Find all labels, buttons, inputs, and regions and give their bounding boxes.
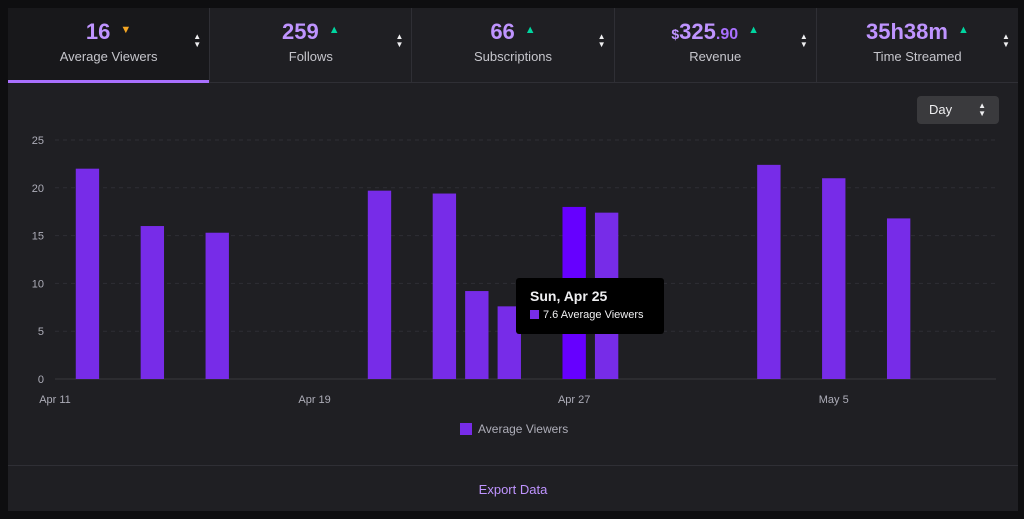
- stat-value: 16: [85, 19, 111, 44]
- stat-label: Follows: [288, 49, 333, 64]
- x-tick-label: Apr 11: [39, 394, 71, 406]
- analytics-panel: 16 ▼ Average Viewers ▲ ▼ 259 ▲ Follows ▲ ▼ 6…: [8, 8, 1018, 511]
- bar: [140, 226, 165, 379]
- trend-up-icon: ▲: [328, 24, 340, 36]
- chart-legend[interactable]: Average Viewers: [460, 422, 568, 436]
- chevron-updown-icon: ▲ ▼: [978, 101, 986, 118]
- tooltip-value: 7.6 Average Viewers: [543, 309, 644, 321]
- tooltip-swatch: [530, 310, 539, 319]
- bar: [75, 168, 100, 379]
- stat-average-viewers[interactable]: 16 ▼ Average Viewers ▲ ▼: [8, 8, 211, 83]
- bar: [205, 232, 229, 379]
- y-tick-label: 0: [38, 374, 44, 386]
- stat-value: 66: [490, 19, 515, 44]
- chart-tooltip: Sun, Apr 25 7.6 Average Viewers: [516, 278, 664, 334]
- dropdown-value: Day: [929, 102, 953, 117]
- currency-symbol: $: [671, 26, 680, 42]
- legend-label: Average Viewers: [478, 422, 569, 436]
- stat-label: Revenue: [689, 49, 742, 64]
- grid-lines: [55, 139, 996, 380]
- tooltip-row: 7.6 Average Viewers: [530, 309, 650, 321]
- stat-revenue[interactable]: $325.90 ▲ Revenue ▲ ▼: [615, 8, 817, 82]
- bar: [432, 193, 457, 379]
- y-tick-label: 20: [32, 183, 44, 195]
- legend-swatch: [460, 423, 472, 435]
- stat-cents: .90: [715, 26, 739, 43]
- trend-down-icon: ▼: [120, 24, 132, 36]
- bar: [886, 218, 911, 379]
- stat-value: 325: [679, 19, 716, 44]
- bar-chart: 0 5 10 15 20 25 Apr 11 Apr 19 Apr 27 May 5: [32, 135, 996, 406]
- x-tick-label: Apr 27: [558, 394, 590, 406]
- stat-value: 35h38m: [865, 19, 948, 44]
- y-tick-label: 25: [32, 135, 44, 147]
- footer: Export Data: [8, 465, 1018, 511]
- bar: [757, 164, 781, 379]
- sort-icon[interactable]: ▲ ▼: [799, 32, 808, 49]
- trend-up-icon: ▲: [524, 24, 536, 36]
- bar: [465, 291, 489, 379]
- y-tick-label: 15: [32, 231, 44, 243]
- tooltip-title: Sun, Apr 25: [530, 288, 608, 304]
- sort-icon[interactable]: ▲ ▼: [597, 32, 606, 49]
- sort-icon[interactable]: ▲ ▼: [1002, 32, 1010, 49]
- export-data-button[interactable]: Export Data: [478, 482, 548, 497]
- trend-up-icon: ▲: [957, 24, 969, 36]
- bars: [75, 164, 911, 379]
- stat-label: Time Streamed: [873, 49, 962, 64]
- active-tab-indicator: [8, 80, 210, 83]
- trend-up-icon: ▲: [748, 24, 760, 36]
- x-tick-label: Apr 19: [298, 394, 330, 406]
- tick-labels: 0 5 10 15 20 25 Apr 11 Apr 19 Apr 27 May 5: [32, 135, 849, 406]
- interval-dropdown[interactable]: Day ▲ ▼: [917, 96, 999, 124]
- stat-subscriptions[interactable]: 66 ▲ Subscriptions ▲ ▼: [412, 8, 615, 82]
- y-tick-label: 10: [32, 278, 44, 290]
- stat-time-streamed[interactable]: 35h38m ▲ Time Streamed ▲ ▼: [817, 8, 1018, 82]
- bar: [822, 178, 846, 379]
- sort-icon[interactable]: ▲ ▼: [193, 32, 202, 49]
- stats-bar: 16 ▼ Average Viewers ▲ ▼ 259 ▲ Follows ▲ ▼ 6…: [8, 8, 1018, 83]
- x-tick-label: May 5: [819, 394, 849, 406]
- stat-label: Subscriptions: [473, 49, 553, 64]
- bar: [367, 190, 392, 379]
- bar: [497, 306, 521, 379]
- y-tick-label: 5: [38, 326, 44, 338]
- stat-label: Average Viewers: [59, 49, 158, 64]
- sort-icon[interactable]: ▲ ▼: [395, 32, 404, 49]
- stat-value: 259: [282, 19, 319, 44]
- stat-follows[interactable]: 259 ▲ Follows ▲ ▼: [210, 8, 413, 82]
